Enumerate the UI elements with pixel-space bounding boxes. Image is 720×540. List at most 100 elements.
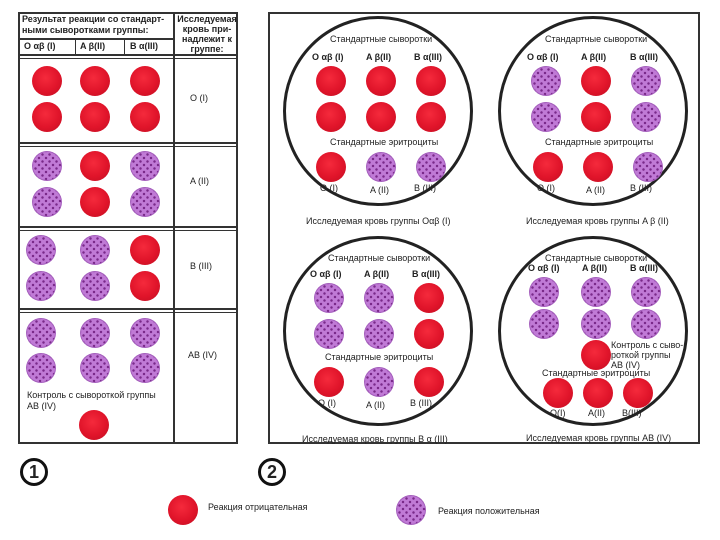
circle-ab-dot-3 [631, 277, 661, 307]
circle-a-ery-3 [633, 152, 663, 182]
col-header-2: A β(II) [80, 41, 106, 51]
circle-b-serum-3: B α(III) [412, 269, 441, 279]
header-group-label: Исследуемая кровь при- надлежит к группе… [177, 14, 237, 54]
circle-a-dot-1 [531, 66, 561, 96]
circle-a-serum-3: B α(III) [630, 52, 659, 62]
table-row3-group: B (III) [190, 261, 212, 271]
circle-o-ery-label-3: B (III) [414, 183, 436, 193]
row-divider-3 [18, 308, 238, 310]
table-row3-dot-4 [26, 271, 56, 301]
circle-ab-ery-3 [623, 378, 653, 408]
circle-ab-erythro-title: Стандартные эритроциты [542, 368, 651, 378]
circle-o-ery-3 [416, 152, 446, 182]
circle-b-erythro-title: Стандартные эритроциты [325, 352, 434, 362]
circle-a-ery-label-1: O (I) [537, 183, 555, 193]
circle-o-serum-1: O αβ (I) [312, 52, 344, 62]
circle-a-ery-label-3: B (III) [630, 183, 652, 193]
row-divider-1b [18, 146, 238, 147]
row-divider-1 [18, 142, 238, 144]
circles-frame [268, 12, 700, 444]
subcol-divider-2 [124, 38, 125, 54]
circle-o-outline [283, 16, 473, 206]
circle-ab-dot-1 [529, 277, 559, 307]
row-divider-3b [18, 312, 238, 313]
circle-b-dot-1 [314, 283, 344, 313]
table-row4-group: AB (IV) [188, 350, 218, 360]
circle-b-ery-3 [414, 367, 444, 397]
table-row2-dot-4 [32, 187, 62, 217]
circle-b-dot-5 [364, 319, 394, 349]
circle-b-ery-label-3: B (III) [410, 398, 432, 408]
circle-ab-caption: Исследуемая кровь группы AB (IV) [526, 433, 672, 443]
circle-ab-serum-1: O αβ (I) [528, 263, 560, 273]
circle-o-caption: Исследуемая кровь группы Oαβ (I) [306, 216, 451, 226]
circle-a-outline [498, 16, 688, 206]
table-row4-dot-4 [26, 353, 56, 383]
circle-a-dot-4 [531, 102, 561, 132]
circle-b-dot-4 [314, 319, 344, 349]
table-row1-group: O (I) [190, 93, 208, 103]
table-row3-dot-5 [80, 271, 110, 301]
circle-ab-dot-2 [581, 277, 611, 307]
table-row1-dot-2 [80, 66, 110, 96]
circle-a-serum-2: A β(II) [581, 52, 607, 62]
badge-two: 2 [258, 458, 286, 486]
badge-one: 1 [20, 458, 48, 486]
circle-o-erythro-title: Стандартные эритроциты [330, 137, 439, 147]
header-result-label: Результат реакции со стандарт- ными сыво… [22, 14, 165, 35]
table-row2-dot-3 [130, 151, 160, 181]
circle-b-ery-label-1: O (I) [318, 398, 336, 408]
circle-a-dot-3 [631, 66, 661, 96]
circle-o-dot-4 [316, 102, 346, 132]
circle-o-title: Стандартные сыворотки [330, 34, 433, 44]
table-row1-dot-5 [80, 102, 110, 132]
circle-ab-ery-2 [583, 378, 613, 408]
table-row4-dot-3 [130, 318, 160, 348]
circle-o-dot-3 [416, 66, 446, 96]
header-divider [18, 38, 175, 40]
table-control-dot [79, 410, 109, 440]
table-row3-dot-1 [26, 235, 56, 265]
circle-a-erythro-title: Стандартные эритроциты [545, 137, 654, 147]
row-divider-2b [18, 230, 238, 231]
table-row4-dot-1 [26, 318, 56, 348]
circle-o-dot-1 [316, 66, 346, 96]
table-row1-dot-1 [32, 66, 62, 96]
circle-o-serum-3: B α(III) [414, 52, 443, 62]
circle-a-title: Стандартные сыворотки [545, 34, 648, 44]
circle-b-serum-2: A β(II) [364, 269, 390, 279]
circle-o-dot-5 [366, 102, 396, 132]
circle-ab-serum-2: A β(II) [582, 263, 608, 273]
circle-ab-ery-label-3: B(III) [622, 408, 642, 418]
circle-ab-dot-4 [529, 309, 559, 339]
table-row4-dot-5 [80, 353, 110, 383]
circle-o-ery-1 [316, 152, 346, 182]
table-frame [18, 12, 238, 444]
header-bottom-line [18, 54, 238, 56]
circle-ab-serum-3: B α(III) [630, 263, 659, 273]
circle-ab-ery-label-1: O(I) [550, 408, 566, 418]
header-bottom-line-2 [18, 58, 238, 59]
col-header-3: B α(III) [130, 41, 159, 51]
legend-negative-label: Реакция отрицательная [208, 502, 308, 512]
circle-o-serum-2: A β(II) [366, 52, 392, 62]
circle-a-ery-1 [533, 152, 563, 182]
table-control-label: Контроль с сывороткой группы AB (IV) [27, 390, 156, 411]
circle-a-ery-2 [583, 152, 613, 182]
table-row1-dot-4 [32, 102, 62, 132]
circle-a-dot-6 [631, 102, 661, 132]
circle-ab-ery-label-2: A(II) [588, 408, 605, 418]
circle-b-ery-2 [364, 367, 394, 397]
table-row3-dot-6 [130, 271, 160, 301]
circle-a-dot-2 [581, 66, 611, 96]
table-row1-dot-6 [130, 102, 160, 132]
circle-a-ery-label-2: A (II) [586, 185, 606, 195]
table-row4-dot-2 [80, 318, 110, 348]
circle-a-serum-1: O αβ (I) [527, 52, 559, 62]
circle-ab-dot-5 [581, 309, 611, 339]
circle-o-ery-label-1: O (I) [320, 183, 338, 193]
table-row3-dot-2 [80, 235, 110, 265]
circle-ab-ery-1 [543, 378, 573, 408]
row-divider-2 [18, 226, 238, 228]
legend-negative-swatch [168, 495, 198, 525]
